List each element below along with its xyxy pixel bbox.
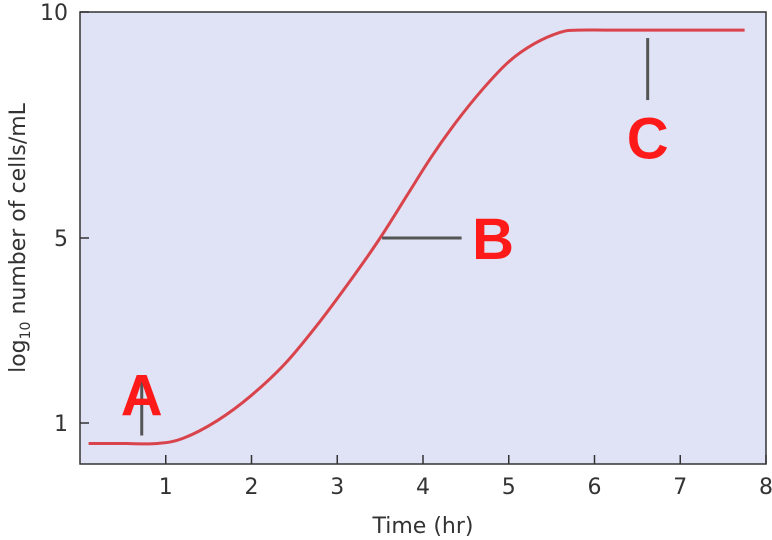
y-tick-label-5: 5 bbox=[54, 227, 68, 252]
y-axis-title-prefix: log bbox=[6, 339, 31, 373]
x-tick-label-1: 1 bbox=[159, 475, 173, 500]
y-tick-label-10: 10 bbox=[40, 1, 68, 26]
x-tick-label-4: 4 bbox=[416, 475, 430, 500]
x-tick-label-7: 7 bbox=[673, 475, 687, 500]
x-tick-label-8: 8 bbox=[759, 475, 772, 500]
phase-label-a: A bbox=[121, 363, 163, 428]
y-axis-title: log10 number of cells/mL bbox=[6, 102, 34, 373]
x-tick-label-5: 5 bbox=[502, 475, 516, 500]
x-axis-title: Time (hr) bbox=[372, 514, 474, 539]
x-tick-label-6: 6 bbox=[588, 475, 602, 500]
y-axis-title-subscript: 10 bbox=[18, 322, 34, 340]
y-axis-title-suffix: number of cells/mL bbox=[6, 102, 31, 321]
axis-ticks bbox=[80, 11, 767, 464]
growth-curve-line bbox=[88, 28, 745, 446]
phase-label-c: C bbox=[627, 107, 669, 172]
y-tick-label-1: 1 bbox=[54, 412, 68, 437]
phase-annotations: A B C bbox=[121, 38, 669, 436]
tick-labels: 1 2 3 4 5 6 7 8 1 5 10 bbox=[40, 1, 772, 500]
x-tick-label-3: 3 bbox=[330, 475, 344, 500]
x-tick-label-2: 2 bbox=[245, 475, 259, 500]
phase-label-b: B bbox=[472, 207, 514, 272]
